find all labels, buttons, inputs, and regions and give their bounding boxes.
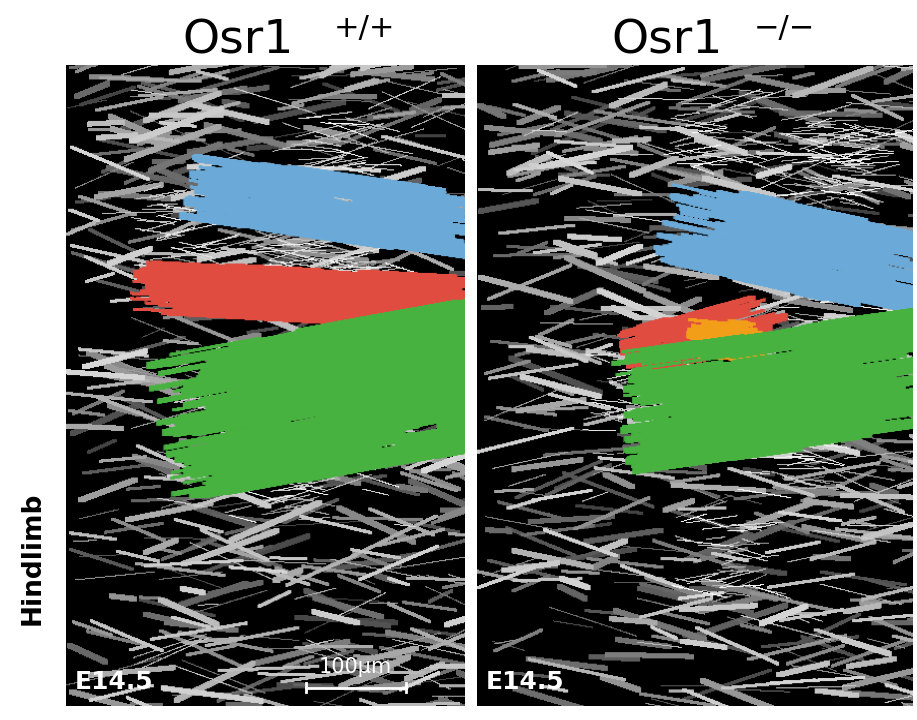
Text: Hindlimb: Hindlimb [20, 492, 46, 625]
Text: +/+: +/+ [334, 14, 396, 43]
Text: E14.5: E14.5 [485, 670, 564, 693]
Text: MyHC: MyHC [20, 333, 46, 418]
Text: 100μm: 100μm [319, 657, 392, 678]
Text: Osr1: Osr1 [182, 18, 293, 63]
Text: Osr1: Osr1 [612, 18, 723, 63]
Text: −/−: −/− [754, 14, 815, 43]
Text: E14.5: E14.5 [74, 670, 153, 693]
